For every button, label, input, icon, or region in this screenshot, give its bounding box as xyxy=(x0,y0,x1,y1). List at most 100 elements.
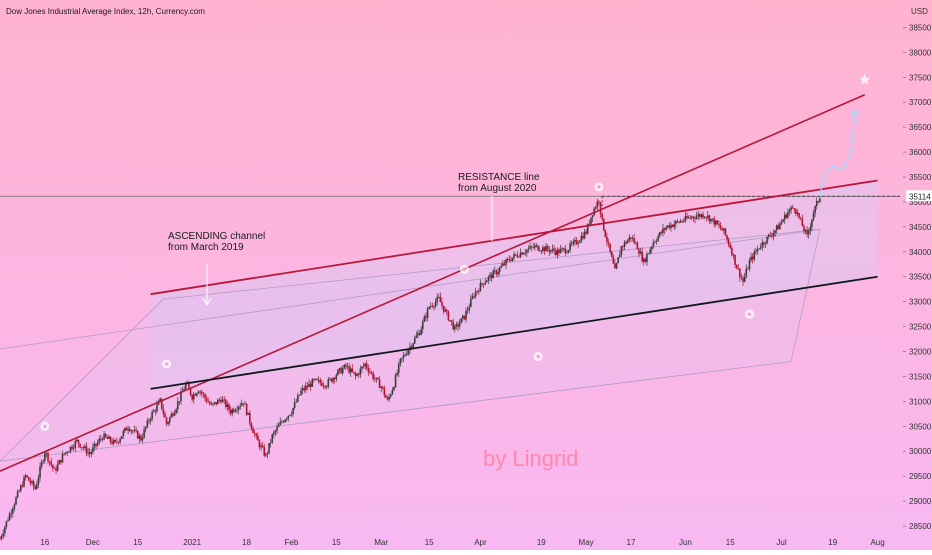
price-tick-label: 38500 xyxy=(909,23,932,32)
candle-body xyxy=(159,398,161,402)
candle-body xyxy=(596,201,599,208)
candle-body xyxy=(732,254,735,256)
pivot-marker-dot xyxy=(748,312,751,316)
candle-body xyxy=(337,370,339,375)
candle-body xyxy=(213,402,216,404)
candle-body xyxy=(301,388,304,391)
candle-body xyxy=(361,366,363,369)
candle-body xyxy=(260,445,262,448)
candle-body xyxy=(90,452,93,455)
candle-body xyxy=(76,439,78,442)
candle-body xyxy=(396,372,398,376)
candle-body xyxy=(631,238,634,239)
price-tick-label: 30500 xyxy=(909,422,932,431)
candle-body xyxy=(673,224,675,227)
candle-body xyxy=(750,256,752,261)
candle-body xyxy=(77,439,80,444)
candle-body xyxy=(277,425,280,428)
candle-body xyxy=(655,240,658,242)
candle-body xyxy=(604,230,607,237)
candle-body xyxy=(165,417,168,425)
candle-body xyxy=(458,323,461,327)
channel-upper-line xyxy=(150,179,878,296)
candle-body xyxy=(168,417,171,423)
candle-body xyxy=(492,270,495,279)
candle-body xyxy=(598,201,600,203)
candle-body xyxy=(18,490,21,492)
time-tick-label: Dec xyxy=(86,538,100,547)
candle-body xyxy=(20,485,22,491)
candle-body xyxy=(804,229,807,231)
candle-body xyxy=(378,379,381,388)
candle-body xyxy=(180,391,182,402)
candle-body xyxy=(348,366,350,373)
candle-body xyxy=(550,250,552,252)
candle-body xyxy=(175,409,177,413)
candle-body xyxy=(317,379,320,381)
candle-body xyxy=(247,412,250,415)
candle-body xyxy=(417,333,419,336)
price-tick-label: 38000 xyxy=(909,48,932,57)
candle-body xyxy=(63,453,65,455)
candle-body xyxy=(774,230,776,233)
candle-body xyxy=(72,447,75,449)
candle-body xyxy=(271,434,274,443)
candle-body xyxy=(393,387,395,390)
price-tick-label: 34000 xyxy=(909,248,932,257)
candle-body xyxy=(639,251,642,254)
candle-body xyxy=(454,325,456,330)
candle-body xyxy=(255,433,258,436)
candle-body xyxy=(699,214,701,217)
candle-body xyxy=(638,249,640,254)
candle-body xyxy=(223,399,225,401)
time-axis[interactable]: 16 Dec 15 2021 18 Feb 15 Mar 15 Apr 19 May 17 Jun 15 Ju… xyxy=(40,538,884,547)
candle-body xyxy=(383,388,386,396)
candle-body xyxy=(373,378,376,380)
pivot-marker-dot xyxy=(597,185,601,189)
candle-body xyxy=(806,229,808,235)
candle-body xyxy=(258,440,261,448)
candle-body xyxy=(120,436,123,439)
time-tick-label: 15 xyxy=(133,538,142,547)
projection-path xyxy=(819,73,871,197)
candle-body xyxy=(618,254,621,258)
candle-body xyxy=(412,343,414,348)
candle-body xyxy=(601,213,603,219)
candle-body xyxy=(173,412,176,416)
candle-body xyxy=(516,254,519,257)
time-tick-label: 19 xyxy=(537,538,546,547)
candle-body xyxy=(292,407,294,415)
time-tick-label: 15 xyxy=(726,538,735,547)
candle-body xyxy=(561,248,563,250)
candle-body xyxy=(721,228,724,231)
candle-body xyxy=(200,391,203,394)
candle-body xyxy=(100,438,102,440)
annotation-channel-line2: from March 2019 xyxy=(168,242,244,253)
candle-body xyxy=(61,454,64,463)
price-tick-label: 31000 xyxy=(909,397,932,406)
candle-body xyxy=(117,442,120,443)
candle-body xyxy=(679,221,682,223)
candle-body xyxy=(575,240,578,244)
candle-body xyxy=(176,401,179,410)
pivot-marker-dot xyxy=(463,268,466,271)
candle-body xyxy=(64,452,67,454)
candle-body xyxy=(364,363,366,367)
time-tick-label: Jul xyxy=(776,538,786,547)
candle-body xyxy=(21,485,24,487)
price-axis[interactable]: 28500 29000 29500 30000 30500 31000 31500 32000… xyxy=(900,0,932,550)
candle-body xyxy=(630,237,632,239)
pivot-marker-dot xyxy=(536,355,540,358)
candle-body xyxy=(66,452,69,454)
candle-body xyxy=(729,244,732,249)
candle-body xyxy=(237,406,240,410)
candle-body xyxy=(338,368,341,371)
candle-body xyxy=(489,274,491,277)
candle-body xyxy=(372,373,374,379)
candle-body xyxy=(13,504,16,509)
candle-body xyxy=(691,216,693,218)
candle-body xyxy=(370,372,373,374)
candle-body xyxy=(652,242,655,247)
candle-body xyxy=(125,427,128,431)
